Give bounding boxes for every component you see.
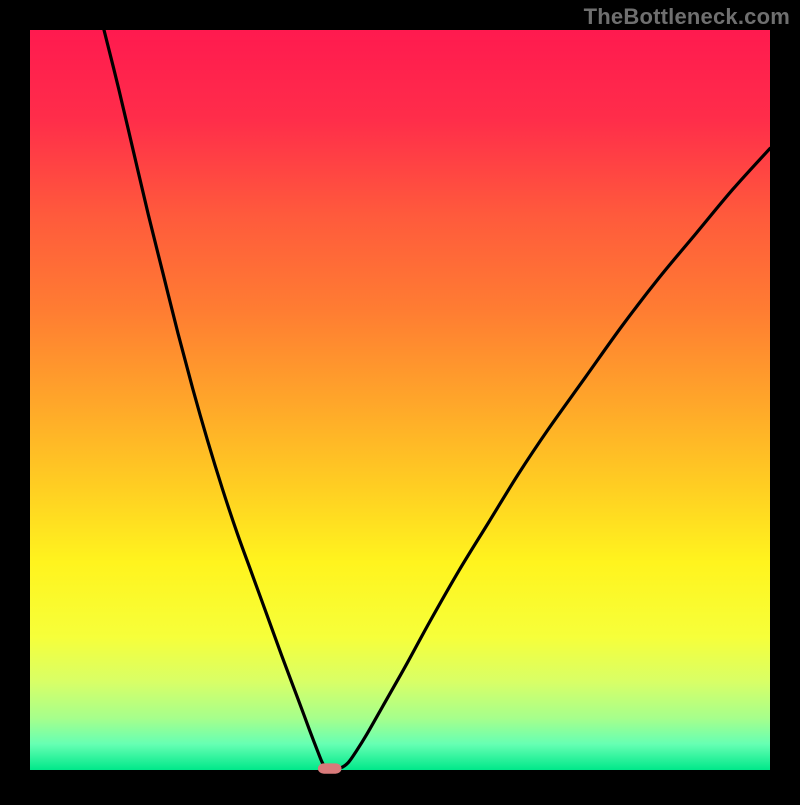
bottleneck-curve-chart (0, 0, 800, 800)
chart-frame: TheBottleneck.com (0, 0, 800, 800)
optimal-point-marker (318, 763, 342, 773)
watermark-text: TheBottleneck.com (584, 4, 790, 30)
plot-background (30, 30, 770, 770)
